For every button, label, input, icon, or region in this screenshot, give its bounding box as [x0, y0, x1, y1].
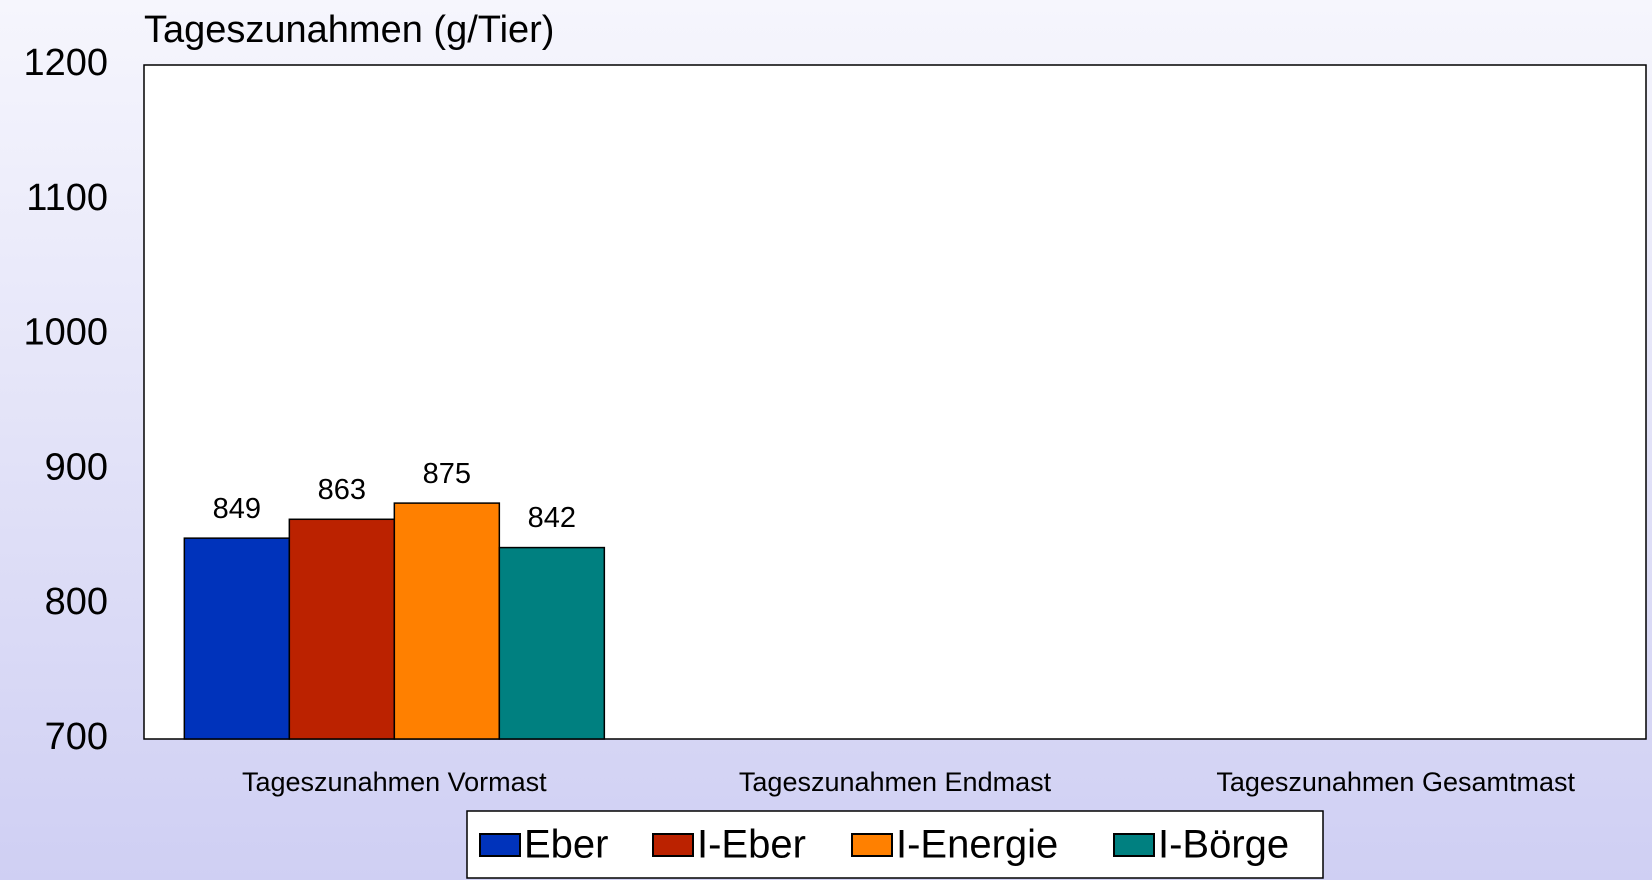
y-tick-label: 800	[45, 581, 108, 623]
x-tick-label: Tageszunahmen Endmast	[739, 767, 1052, 797]
y-tick-label: 1200	[23, 42, 108, 84]
x-tick-label: Tageszunahmen Vormast	[242, 767, 547, 797]
legend-swatch	[851, 833, 893, 857]
legend-label: I-Energie	[896, 823, 1058, 867]
legend-swatch	[652, 833, 694, 857]
chart-title: Tageszunahmen (g/Tier)	[144, 9, 554, 51]
legend-swatch	[1113, 833, 1155, 857]
data-label: 863	[318, 474, 366, 506]
bar	[288, 518, 396, 740]
legend-label: I-Börge	[1158, 823, 1289, 867]
legend-swatch	[479, 833, 521, 857]
y-tick-label: 900	[45, 446, 108, 488]
bar	[183, 537, 291, 740]
legend-label: Eber	[524, 823, 609, 867]
bar	[393, 502, 501, 740]
y-tick-label: 1000	[23, 312, 108, 354]
x-tick-label: Tageszunahmen Gesamtmast	[1216, 767, 1575, 797]
y-tick-label: 1100	[26, 177, 108, 219]
data-label: 849	[213, 493, 261, 525]
legend-box	[466, 810, 1324, 879]
legend-label: I-Eber	[697, 823, 806, 867]
bar	[498, 546, 606, 740]
data-label: 875	[423, 458, 471, 490]
y-tick-label: 700	[45, 716, 108, 758]
data-label: 842	[528, 502, 576, 534]
